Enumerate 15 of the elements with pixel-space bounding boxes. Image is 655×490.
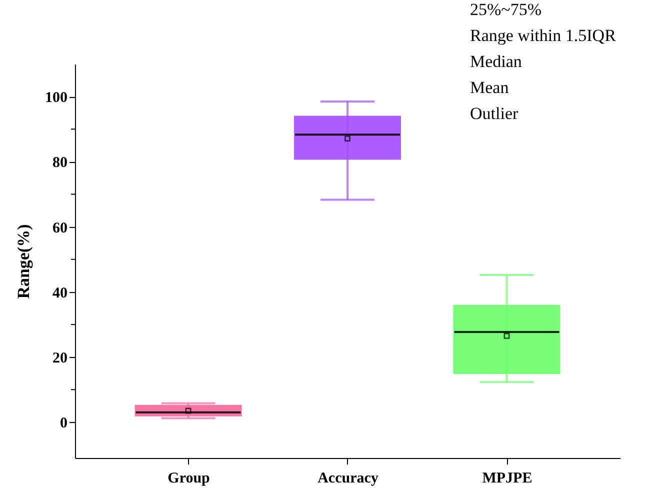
annotation: Mean <box>470 78 510 97</box>
text: 25%~75% <box>470 0 542 19</box>
text: Range within 1.5IQR <box>470 26 617 45</box>
y-tick-label: 80 <box>52 155 68 172</box>
annotation: Median <box>470 52 522 71</box>
y-tick-label: 40 <box>52 285 68 302</box>
x-tick-label: Group <box>168 470 210 486</box>
annotation: Outlier <box>470 104 518 123</box>
x-tick-label: MPJPE <box>482 470 532 486</box>
x-tick-label: Accuracy <box>318 470 379 486</box>
y-tick-label: 0 <box>60 416 68 432</box>
y-axis-title: Range(%) <box>14 224 33 299</box>
y-tick-label: 60 <box>52 220 68 236</box>
y-tick-label: 20 <box>52 350 68 367</box>
y-tick-label: 100 <box>45 90 68 106</box>
